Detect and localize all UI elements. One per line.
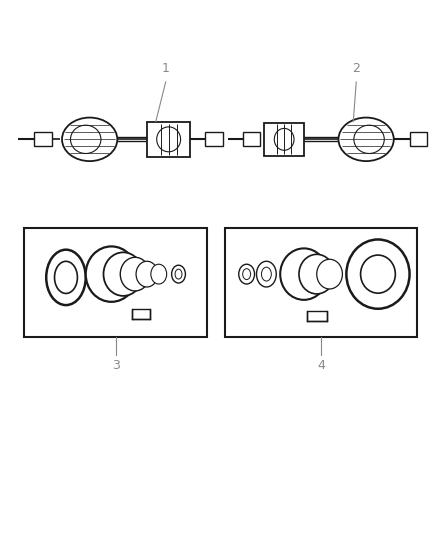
Bar [225,229,417,337]
Ellipse shape [346,239,410,309]
Ellipse shape [280,248,328,300]
Bar [307,311,327,321]
Text: 4: 4 [317,359,325,372]
Ellipse shape [172,265,185,283]
Ellipse shape [46,249,86,305]
Ellipse shape [257,261,276,287]
Bar [34,132,52,146]
Bar [132,309,150,319]
Ellipse shape [239,264,254,284]
Ellipse shape [103,252,143,296]
Bar [25,229,207,337]
Bar [205,132,223,146]
Ellipse shape [317,259,343,289]
Ellipse shape [120,257,150,291]
Ellipse shape [339,118,394,161]
Ellipse shape [299,254,335,294]
Ellipse shape [62,118,117,161]
Ellipse shape [136,261,158,287]
Bar [147,122,191,157]
Ellipse shape [151,264,167,284]
Bar [265,123,304,156]
Text: 1: 1 [162,62,170,75]
Ellipse shape [86,246,137,302]
Bar [243,132,261,146]
Text: 3: 3 [112,359,120,372]
Bar [410,132,427,146]
Text: 2: 2 [352,62,360,75]
